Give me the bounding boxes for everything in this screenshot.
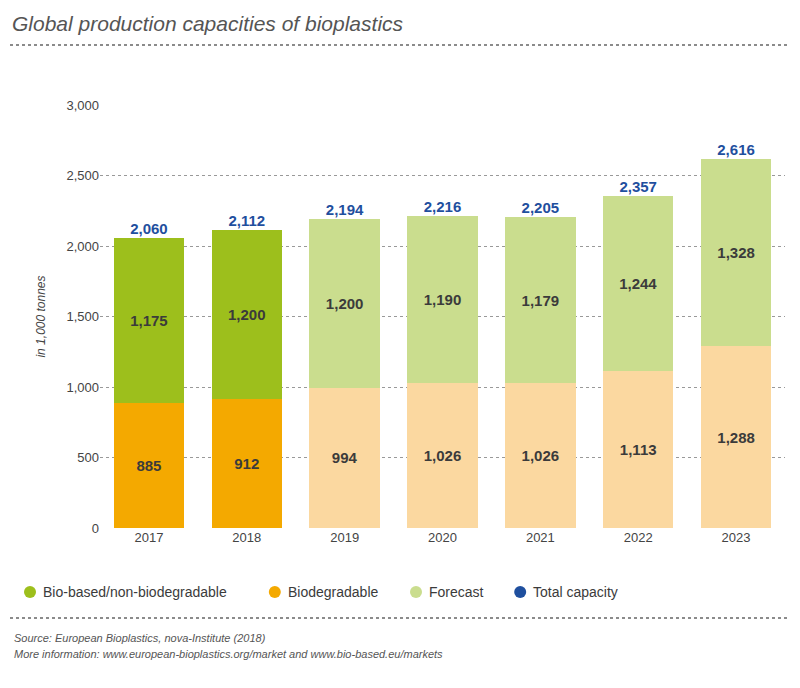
- svg-text:1,113: 1,113: [620, 441, 657, 458]
- svg-text:2018: 2018: [232, 530, 261, 545]
- svg-text:1,328: 1,328: [717, 244, 755, 261]
- svg-text:1,200: 1,200: [326, 295, 364, 312]
- svg-text:Forecast: Forecast: [429, 584, 484, 600]
- svg-text:2,194: 2,194: [326, 201, 364, 218]
- svg-text:2,205: 2,205: [522, 199, 560, 216]
- svg-text:1,288: 1,288: [717, 429, 755, 446]
- svg-text:1,175: 1,175: [130, 312, 168, 329]
- svg-text:500: 500: [77, 450, 99, 465]
- svg-text:912: 912: [234, 455, 259, 472]
- svg-text:in 1,000 tonnes: in 1,000 tonnes: [34, 275, 48, 357]
- svg-text:Global production capacities o: Global production capacities of bioplast…: [12, 12, 404, 35]
- svg-text:2,000: 2,000: [66, 239, 99, 254]
- svg-text:2,060: 2,060: [130, 220, 168, 237]
- svg-text:2021: 2021: [526, 530, 555, 545]
- svg-text:1,200: 1,200: [228, 306, 266, 323]
- svg-text:1,190: 1,190: [424, 291, 462, 308]
- svg-text:2019: 2019: [330, 530, 359, 545]
- svg-text:Total capacity: Total capacity: [533, 584, 618, 600]
- svg-text:2,616: 2,616: [717, 141, 755, 158]
- svg-text:2020: 2020: [428, 530, 457, 545]
- svg-text:1,026: 1,026: [424, 447, 462, 464]
- svg-text:2022: 2022: [624, 530, 653, 545]
- svg-text:0: 0: [92, 521, 99, 536]
- svg-text:1,500: 1,500: [66, 309, 99, 324]
- svg-text:Bio-based/non-biodegradable: Bio-based/non-biodegradable: [43, 584, 227, 600]
- svg-text:Biodegradable: Biodegradable: [288, 584, 379, 600]
- svg-text:1,026: 1,026: [522, 447, 560, 464]
- svg-text:2,357: 2,357: [619, 178, 657, 195]
- svg-text:Source: European Bioplastics,: Source: European Bioplastics, nova-Insti…: [14, 632, 266, 644]
- svg-text:2017: 2017: [134, 530, 163, 545]
- svg-text:2,500: 2,500: [66, 168, 99, 183]
- svg-text:1,000: 1,000: [66, 380, 99, 395]
- svg-text:2,112: 2,112: [228, 212, 265, 229]
- svg-text:1,179: 1,179: [522, 292, 560, 309]
- svg-text:More information: www.european: More information: www.european-bioplasti…: [14, 648, 443, 660]
- svg-text:1,244: 1,244: [619, 275, 657, 292]
- svg-text:885: 885: [136, 457, 161, 474]
- svg-text:3,000: 3,000: [66, 98, 99, 113]
- svg-text:2,216: 2,216: [424, 198, 462, 215]
- svg-text:994: 994: [332, 449, 358, 466]
- svg-text:2023: 2023: [722, 530, 751, 545]
